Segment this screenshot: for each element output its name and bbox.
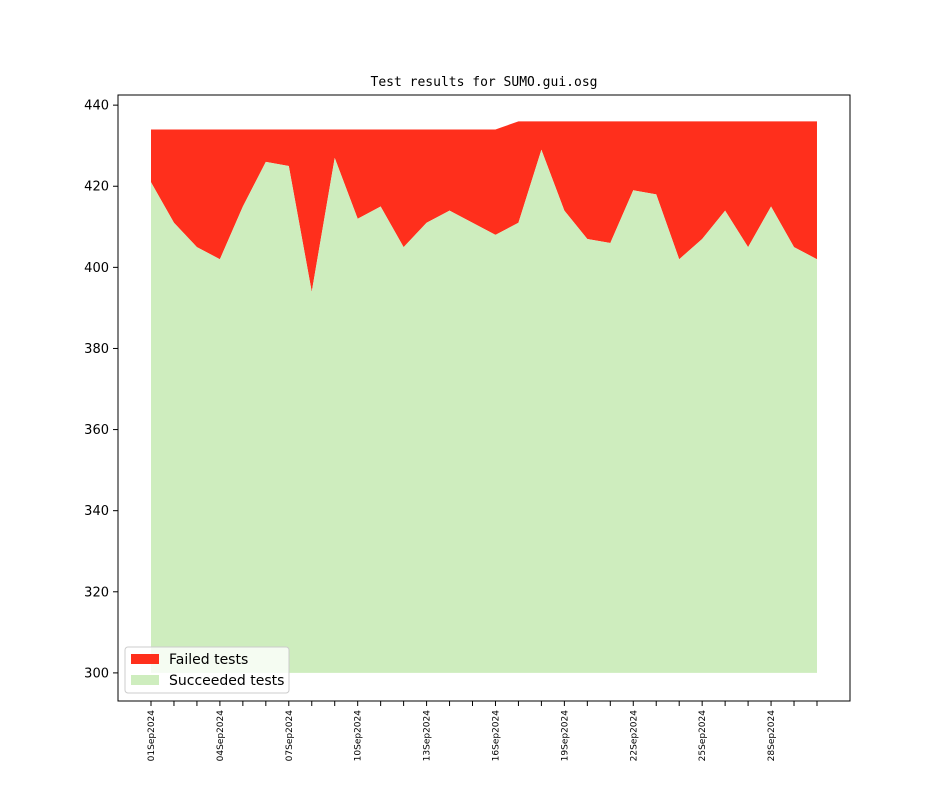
y-tick-label: 360: [84, 423, 109, 438]
x-tick-label: 25Sep2024: [698, 710, 708, 762]
y-tick-label: 340: [84, 504, 109, 519]
x-tick-label: 16Sep2024: [491, 710, 501, 762]
plot-area: [151, 121, 817, 673]
y-tick-label: 380: [84, 342, 109, 357]
x-tick-label: 10Sep2024: [354, 710, 364, 762]
legend: Failed tests Succeeded tests: [124, 646, 290, 694]
legend-swatch: [131, 675, 159, 685]
x-tick-label: 28Sep2024: [767, 710, 777, 762]
series-area-succeeded-tests: [151, 149, 817, 673]
y-tick-label: 400: [84, 261, 109, 276]
y-tick-label: 420: [84, 180, 109, 195]
plot-frame: [117, 94, 851, 702]
legend-label: Succeeded tests: [169, 673, 284, 689]
chart-title: Test results for SUMO.gui.osg: [371, 75, 598, 90]
y-tick-label: 300: [84, 666, 109, 681]
x-tick-label: 13Sep2024: [423, 710, 433, 762]
axes: 300 320 340 360 380 400 420 440 01Sep2024 04Sep20…: [84, 99, 818, 762]
legend-swatch: [131, 654, 159, 664]
x-tick-label: 22Sep2024: [629, 710, 639, 762]
y-tick-label: 320: [84, 585, 109, 600]
series-area-failed-tests: [151, 121, 817, 292]
y-tick-label: 440: [84, 99, 109, 114]
x-tick-label: 04Sep2024: [216, 710, 226, 762]
legend-label: Failed tests: [169, 652, 248, 668]
x-tick-label: 01Sep2024: [147, 710, 157, 762]
x-tick-label: 07Sep2024: [285, 710, 295, 762]
legend-box: [124, 646, 290, 694]
x-tick-label: 19Sep2024: [560, 710, 570, 762]
